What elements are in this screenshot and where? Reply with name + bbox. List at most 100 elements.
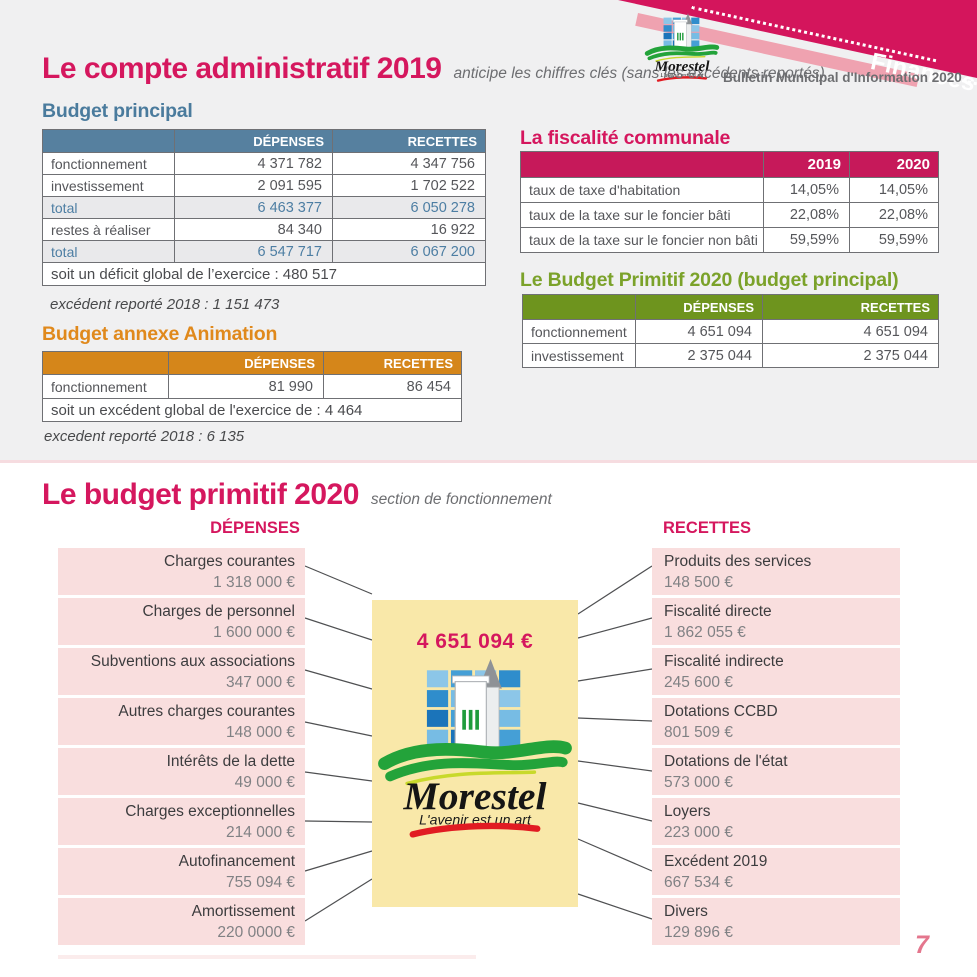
item-amount: 129 896 € [664,924,733,941]
col-2020: 2020 [849,151,939,178]
table-footer-row: soit un excédent global de l'exercice de… [42,398,462,422]
recette-item: Dotations de l'état 573 000 € [652,748,900,795]
item-amount: 1 318 000 € [213,574,295,591]
section-subtitle: section de fonctionnement [370,491,552,508]
depense-item: Charges de personnel 1 600 000 € [58,598,305,645]
row-label: restes à réaliser [42,218,175,241]
row-depenses: 6 547 717 [174,240,333,263]
table-row: fonctionnement 4 651 094 4 651 094 [522,319,939,344]
fiscalite-table: 2019 2020 taux de taxe d'habitation 14,0… [520,151,939,253]
depense-item: Autofinancement 755 094 € [58,848,305,895]
item-label: Divers [664,903,708,920]
row-recettes: 6 050 278 [332,196,486,219]
row-depenses: 84 340 [174,218,333,241]
depense-item: Amortissement 220 0000 € [58,898,305,945]
table-header-row: 2019 2020 [520,151,939,178]
row-depenses: 6 463 377 [174,196,333,219]
col-depenses: DÉPENSES [174,129,333,153]
item-amount: 1 600 000 € [213,624,295,641]
col-depenses: DÉPENSES [635,294,763,320]
compte-administratif-title-row: Le compte administratif 2019 anticipe le… [42,52,825,86]
deficit-note: soit un déficit global de l’exercice : 4… [42,262,486,286]
recette-item: Produits des services 148 500 € [652,548,900,595]
item-amount: 801 509 € [664,724,733,741]
bulletin-caption: Bulletin Municipal d'Information 2020 [723,70,962,85]
item-amount: 667 534 € [664,874,733,891]
row-label: total [42,196,175,219]
row-depenses: 4 651 094 [635,319,763,344]
page-number: 7 [915,931,929,959]
item-label: Autofinancement [178,853,295,870]
item-amount: 347 000 € [226,674,295,691]
depense-item: Subventions aux associations 347 000 € [58,648,305,695]
item-amount: 1 862 055 € [664,624,746,641]
item-label: Charges de personnel [142,603,295,620]
row-2019: 14,05% [763,177,850,203]
row-depenses: 2 091 595 [174,174,333,197]
table-row: taux de la taxe sur le foncier bâti 22,0… [520,202,939,228]
depense-item: Intérêts de la dette 49 000 € [58,748,305,795]
item-label: Excédent 2019 [664,853,768,870]
col-recettes: RECETTES [332,129,486,153]
corner-cell [42,351,169,375]
table-row: investissement 2 091 595 1 702 522 [42,174,486,197]
table-row: restes à réaliser 84 340 16 922 [42,218,486,241]
row-label: taux de la taxe sur le foncier non bâti [520,227,764,253]
item-label: Produits des services [664,553,812,570]
table-row: taux de la taxe sur le foncier non bâti … [520,227,939,253]
item-label: Autres charges courantes [118,703,295,720]
table-total-row: total 6 547 717 6 067 200 [42,240,486,263]
table-row: taux de taxe d'habitation 14,05% 14,05% [520,177,939,203]
row-label: fonctionnement [42,374,169,399]
page-subtitle: anticipe les chiffres clés (sans les exc… [453,65,825,82]
budget-total-amount: 4 651 094 € [416,630,534,653]
item-amount: 573 000 € [664,774,733,791]
item-label: Intérêts de la dette [166,753,295,770]
table-header-row: DÉPENSES RECETTES [522,294,939,320]
item-label: Charges courantes [164,553,295,570]
item-label: Charges exceptionnelles [125,803,295,820]
recette-item: Fiscalité indirecte 245 600 € [652,648,900,695]
table-row: fonctionnement 81 990 86 454 [42,374,462,399]
table-header-row: DÉPENSES RECETTES [42,351,462,375]
row-label: taux de taxe d'habitation [520,177,764,203]
budget-principal-table: DÉPENSES RECETTES fonctionnement 4 371 7… [42,129,486,286]
depense-item: Charges exceptionnelles 214 000 € [58,798,305,845]
item-amount: 49 000 € [234,774,295,791]
recette-item: Excédent 2019 667 534 € [652,848,900,895]
depense-item: Autres charges courantes 148 000 € [58,698,305,745]
row-2019: 22,08% [763,202,850,228]
row-2020: 14,05% [849,177,939,203]
row-recettes: 16 922 [332,218,486,241]
item-amount: 148 500 € [664,574,733,591]
corner-cell [42,129,175,153]
depense-item: Charges courantes 1 318 000 € [58,548,305,595]
item-amount: 214 000 € [226,824,295,841]
excedent-reporte-note: excédent reporté 2018 : 1 151 473 [50,296,280,313]
table-row: investissement 2 375 044 2 375 044 [522,343,939,368]
item-label: Amortissement [191,903,295,920]
excedent-reporte-note-annexe: excedent reporté 2018 : 6 135 [44,428,245,445]
recette-item: Dotations CCBD 801 509 € [652,698,900,745]
item-amount: 755 094 € [226,874,295,891]
row-depenses: 81 990 [168,374,324,399]
morestel-logo-center [376,656,574,843]
row-recettes: 2 375 044 [762,343,939,368]
row-2019: 59,59% [763,227,850,253]
table-row: fonctionnement 4 371 782 4 347 756 [42,152,486,175]
item-amount: 245 600 € [664,674,733,691]
row-label: total [42,240,175,263]
col-2019: 2019 [763,151,850,178]
row-label: fonctionnement [42,152,175,175]
row-label: investissement [42,174,175,197]
col-recettes: RECETTES [323,351,462,375]
budget-total-box: 4 651 094 € [372,600,578,907]
budget-principal-title: Budget principal [42,100,193,122]
item-label: Fiscalité indirecte [664,653,784,670]
item-amount: 220 0000 € [217,924,295,941]
table-footer-row: soit un déficit global de l’exercice : 4… [42,262,486,286]
excedent-note: soit un excédent global de l'exercice de… [42,398,462,422]
table-header-row: DÉPENSES RECETTES [42,129,486,153]
budget-primitif-table-title: Le Budget Primitif 2020 (budget principa… [520,269,899,291]
